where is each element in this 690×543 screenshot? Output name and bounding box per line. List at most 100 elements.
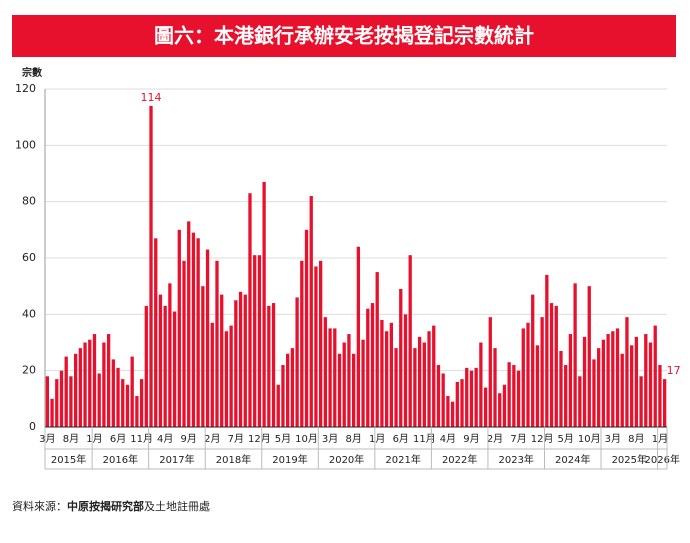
x-tick-label: 9月 — [463, 433, 479, 445]
bar — [413, 348, 417, 427]
y-tick-label: 0 — [29, 420, 36, 433]
bar — [559, 350, 563, 427]
y-tick-label: 120 — [15, 82, 36, 95]
x-tick-label: 1月 — [652, 433, 668, 445]
bar — [488, 317, 492, 427]
x-tick-label: 3月 — [605, 433, 621, 445]
bar — [394, 348, 398, 427]
bar — [606, 334, 610, 427]
bar — [144, 305, 148, 427]
x-tick-label: 5月 — [275, 433, 291, 445]
year-label: 2018年 — [216, 453, 251, 466]
year-label: 2016年 — [103, 453, 138, 466]
bar — [568, 334, 573, 427]
y-axis-label: 宗數 — [22, 66, 42, 79]
bar — [502, 384, 507, 427]
bar — [587, 286, 591, 427]
x-tick-label: 1月 — [86, 433, 102, 445]
bar — [521, 328, 525, 427]
x-tick-label: 8月 — [345, 433, 361, 445]
bar — [328, 328, 332, 427]
bar — [630, 345, 634, 427]
bar — [432, 325, 436, 427]
bar — [125, 384, 130, 427]
x-tick-label: 10月 — [578, 433, 601, 445]
bar — [220, 294, 224, 427]
x-tick-label: 12月 — [531, 433, 554, 445]
bar — [573, 283, 577, 427]
bar — [238, 291, 243, 427]
x-tick-label: 4月 — [157, 433, 173, 445]
bar — [201, 286, 205, 427]
bar — [271, 303, 276, 427]
bar — [441, 373, 445, 427]
bar — [347, 334, 351, 427]
bar — [564, 365, 568, 427]
bar — [276, 384, 280, 427]
year-label: 2015年 — [51, 453, 86, 466]
bar — [111, 359, 115, 427]
bar — [342, 342, 346, 427]
bar — [121, 379, 125, 427]
x-tick-label: 1月 — [369, 433, 385, 445]
x-tick-label: 3月 — [39, 433, 55, 445]
bar — [375, 272, 379, 427]
year-label: 2021年 — [385, 453, 420, 466]
bar — [92, 334, 97, 427]
bar — [253, 255, 257, 427]
bar — [50, 398, 54, 427]
bar — [498, 393, 502, 427]
bar — [436, 365, 441, 427]
x-tick-label: 12月 — [248, 433, 271, 445]
bar — [370, 303, 375, 427]
bar — [483, 387, 488, 427]
year-label: 2024年 — [555, 453, 590, 466]
bar — [408, 255, 412, 427]
bar — [224, 331, 229, 427]
bar — [55, 379, 59, 427]
bar — [549, 303, 554, 427]
bar — [516, 370, 521, 427]
bar — [234, 300, 238, 427]
bar — [45, 376, 50, 427]
bar — [158, 294, 163, 427]
x-tick-label: 11月 — [413, 433, 436, 445]
bar — [196, 238, 200, 427]
data-label: 114 — [141, 91, 162, 104]
bar — [662, 379, 667, 427]
bar — [163, 305, 167, 427]
bar — [267, 305, 271, 427]
year-label: 2025年 — [612, 453, 647, 466]
bar — [154, 238, 158, 427]
bar — [116, 367, 120, 427]
bar — [337, 353, 342, 427]
bar — [469, 370, 474, 427]
bar — [380, 319, 384, 427]
bar — [611, 331, 615, 427]
y-tick-label: 20 — [22, 364, 36, 377]
bar — [465, 367, 469, 427]
bar — [97, 373, 101, 427]
bar — [257, 255, 262, 427]
bar — [314, 266, 318, 427]
bar — [450, 401, 455, 427]
bar — [422, 342, 426, 427]
x-tick-label: 2月 — [487, 433, 503, 445]
bar — [168, 283, 172, 427]
bar — [644, 334, 648, 427]
x-tick-label: 9月 — [181, 433, 197, 445]
bar — [309, 196, 313, 427]
bar — [78, 348, 82, 427]
x-tick-label: 5月 — [558, 433, 574, 445]
bar — [69, 376, 73, 427]
bar — [248, 193, 252, 427]
bar — [64, 356, 68, 427]
bar — [554, 305, 558, 427]
bar — [102, 342, 106, 427]
bar — [172, 311, 177, 427]
bar — [479, 342, 483, 427]
x-tick-label: 4月 — [440, 433, 456, 445]
bar — [205, 249, 210, 427]
bar — [356, 246, 361, 427]
x-tick-label: 7月 — [228, 433, 244, 445]
